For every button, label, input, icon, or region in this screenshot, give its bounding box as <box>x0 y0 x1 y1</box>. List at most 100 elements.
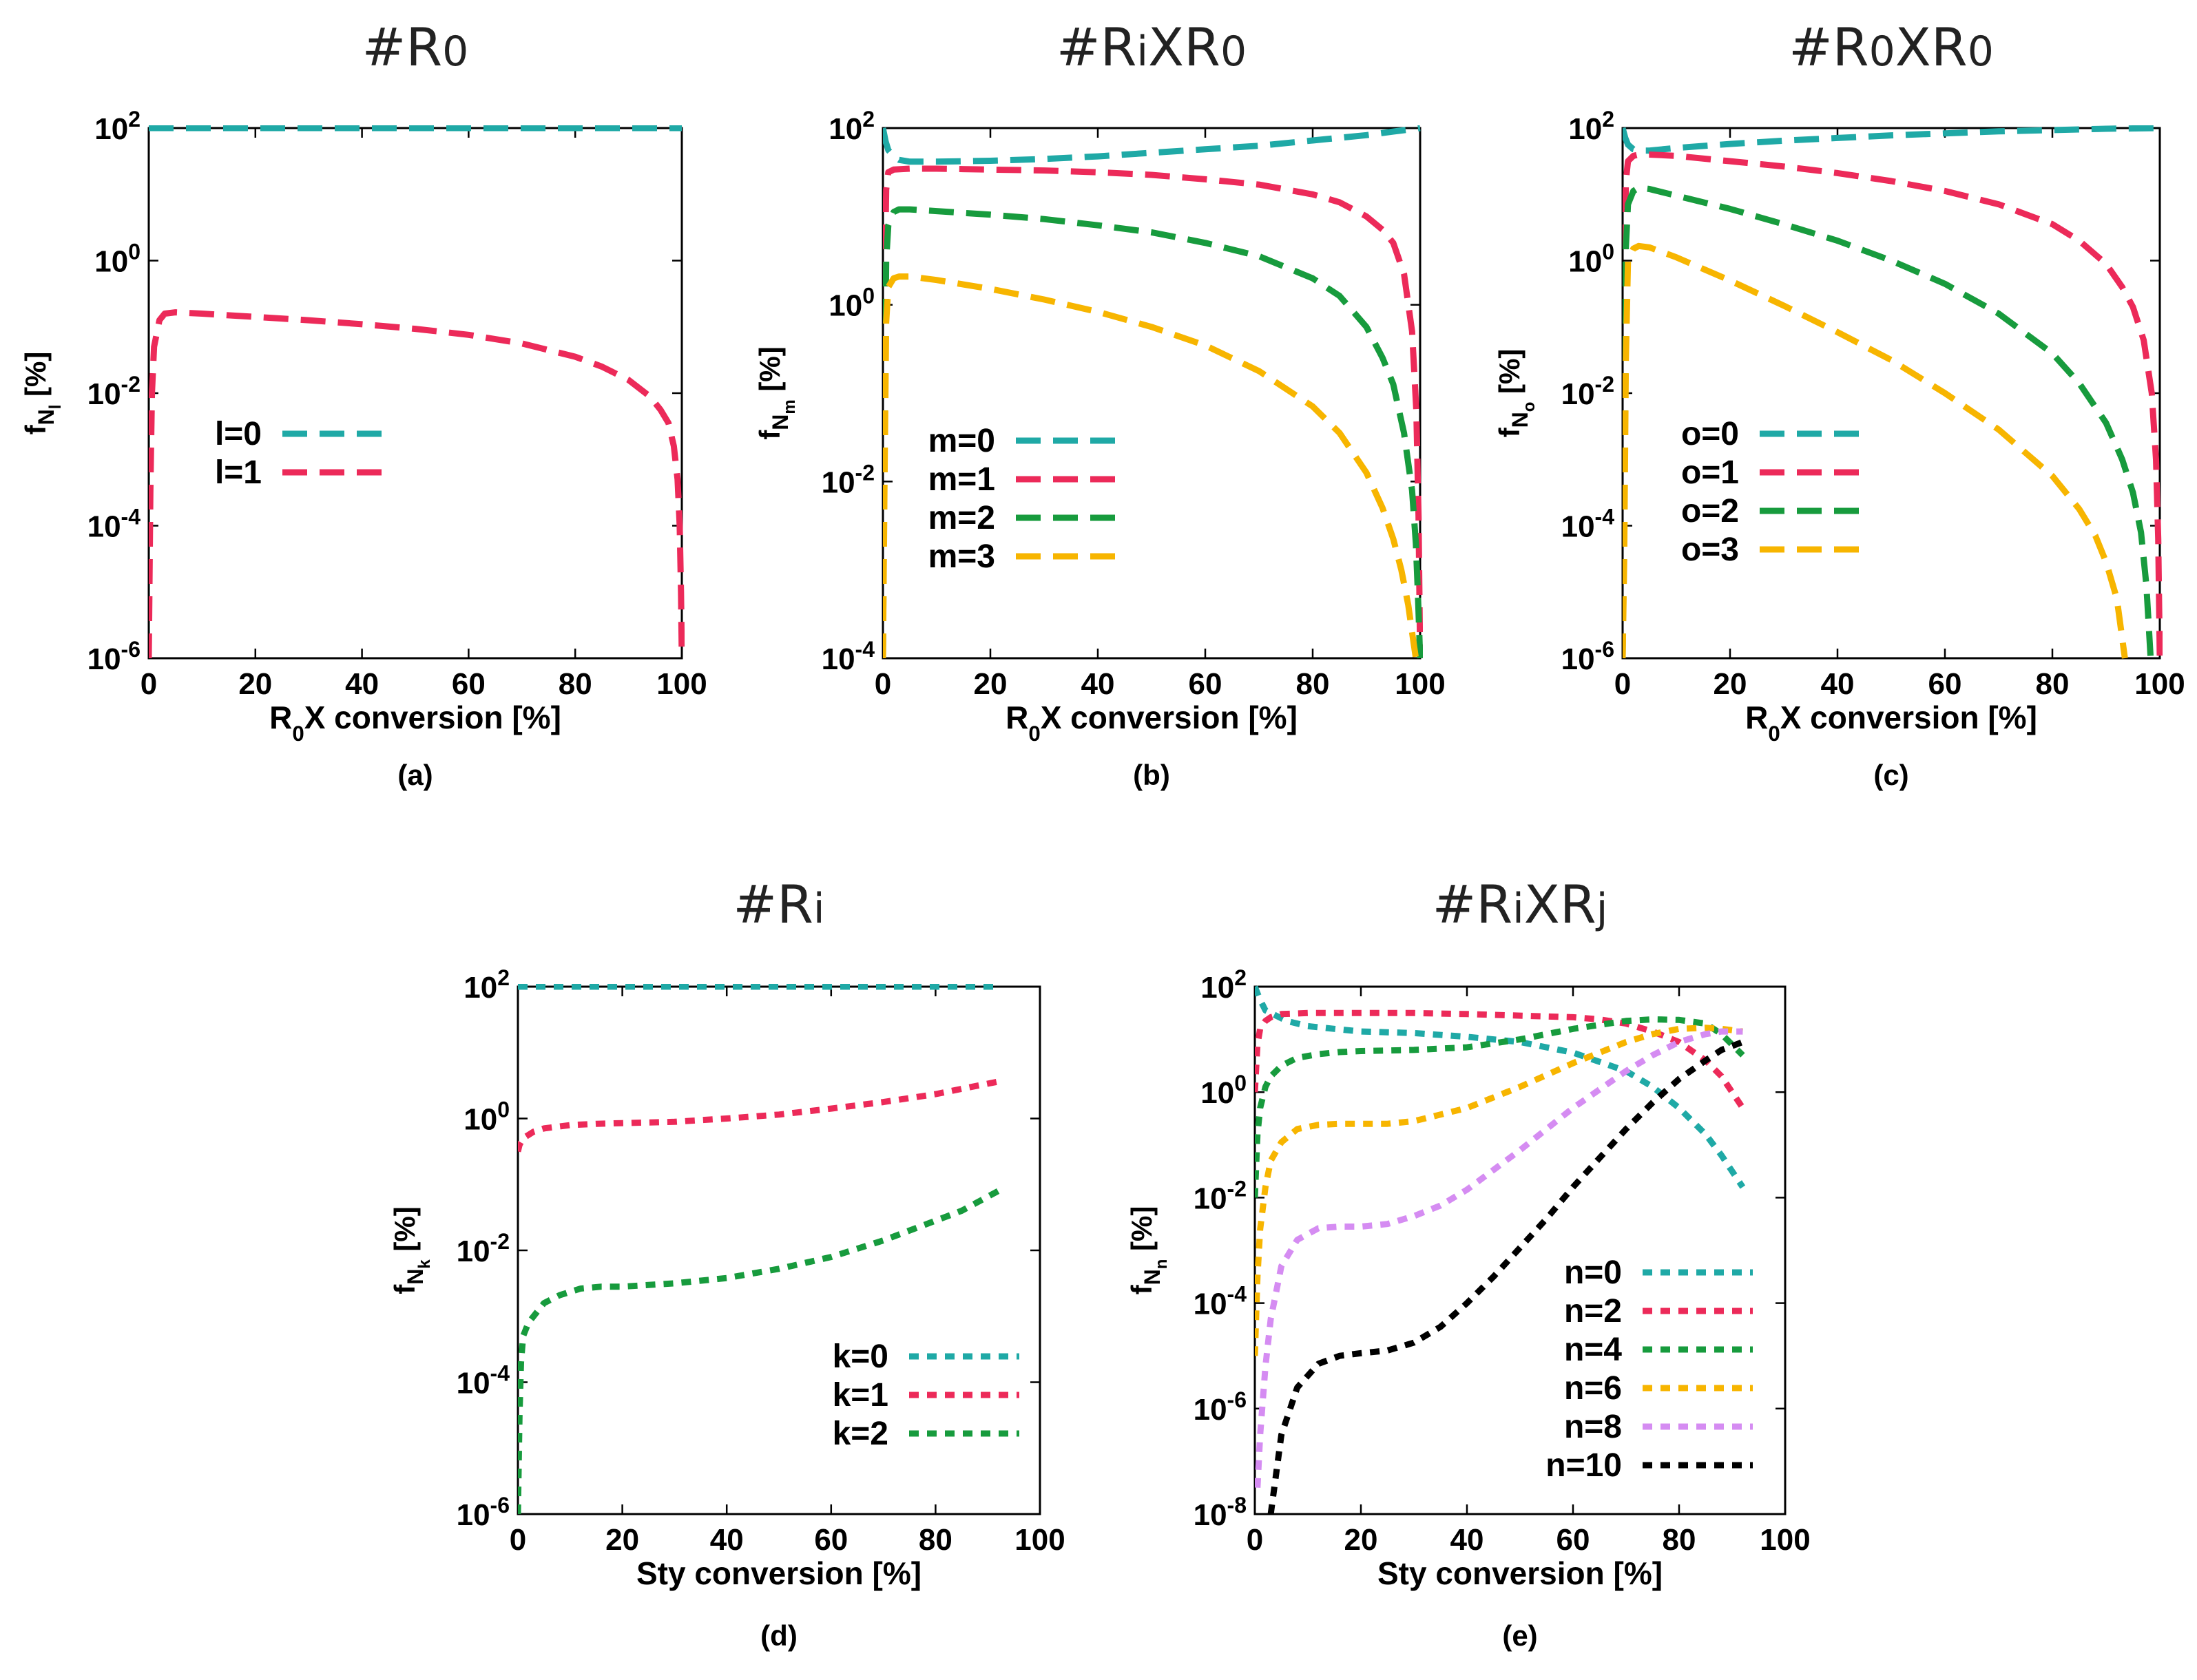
x-tick-label: 0 <box>875 667 891 701</box>
legend-label: l=1 <box>215 454 262 491</box>
series-line-m-3 <box>883 273 1419 659</box>
x-tick-label: 100 <box>656 667 707 701</box>
x-tick-label: 40 <box>710 1523 744 1557</box>
x-tick-label: 60 <box>1556 1523 1590 1557</box>
legend-label: o=1 <box>1681 454 1739 491</box>
chart-a: #R0 0 20 40 60 80 100 10-6 10-4 10-2 100 102 R0X con… <box>19 17 707 791</box>
x-tick-label: 20 <box>238 667 272 701</box>
chart-d: #Ri 0 20 40 60 80 100 10-6 10-4 10-2 100 102 Sty con… <box>388 874 1065 1652</box>
legend-label: m=1 <box>928 461 995 498</box>
chart-c: #R0XR0 0 20 40 60 80 100 10-6 10-4 10-2 100 102 R0X … <box>1493 17 2185 791</box>
chart-title: #R0 <box>362 17 469 78</box>
y-tick-label: 102 <box>1200 965 1247 1005</box>
y-tick-label: 10-2 <box>1561 372 1614 411</box>
y-tick-label: 10-6 <box>1561 637 1614 676</box>
legend-label: n=6 <box>1564 1370 1622 1407</box>
y-tick-label: 10-2 <box>457 1229 510 1268</box>
plot-frame <box>1253 985 1787 1515</box>
x-tick-label: 20 <box>605 1523 639 1557</box>
y-axis-label: fNn [%] <box>1125 1206 1171 1295</box>
chart-b: #RiXR0 0 20 40 60 80 100 10-4 10-2 100 102 R0X conv… <box>753 17 1446 791</box>
panel-caption: (e) <box>1502 1619 1537 1652</box>
x-tick-label: 20 <box>1344 1523 1378 1557</box>
x-tick-label: 60 <box>814 1523 848 1557</box>
y-tick-label: 10-2 <box>1194 1176 1247 1215</box>
x-axis-label: Sty conversion [%] <box>1377 1555 1663 1591</box>
plot-frame <box>1621 127 2161 660</box>
x-tick-label: 80 <box>2036 667 2070 701</box>
series-line-k-1 <box>518 1078 999 1153</box>
y-tick-label: 10-4 <box>1194 1282 1247 1321</box>
legend-label: k=1 <box>833 1377 888 1414</box>
series-line-k-2 <box>518 1188 1000 1515</box>
chart-e: #RiXRj 0 20 40 60 80 100 10-8 10-6 10-4 10-2 100 102… <box>1125 874 1811 1652</box>
x-tick-label: 100 <box>2134 667 2185 701</box>
x-tick-label: 80 <box>559 667 592 701</box>
y-axis-label: fNo [%] <box>1493 349 1539 438</box>
x-tick-label: 100 <box>1760 1523 1810 1557</box>
plot-frame <box>147 127 683 660</box>
x-tick-label: 60 <box>452 667 486 701</box>
y-tick-label: 10-6 <box>457 1493 510 1532</box>
x-tick-label: 100 <box>1014 1523 1065 1557</box>
series-line-n-2 <box>1255 1009 1746 1110</box>
y-tick-label: 100 <box>1200 1071 1247 1110</box>
legend-label: k=0 <box>833 1338 888 1375</box>
y-tick-label: 10-4 <box>87 505 141 544</box>
x-axis-label: R0X conversion [%] <box>269 700 561 746</box>
chart-title: #RiXR0 <box>1056 17 1247 78</box>
chart-title: #Ri <box>733 874 824 935</box>
y-tick-label: 102 <box>94 107 140 146</box>
y-tick-label: 10-4 <box>822 637 875 676</box>
legend-label: m=2 <box>928 500 995 536</box>
x-tick-label: 40 <box>345 667 379 701</box>
x-axis-label: R0X conversion [%] <box>1745 700 2037 746</box>
y-axis-label: fNl [%] <box>19 352 65 435</box>
panel-caption: (d) <box>760 1619 798 1652</box>
y-tick-label: 102 <box>464 965 510 1005</box>
x-tick-label: 80 <box>1663 1523 1696 1557</box>
series-line-n-10 <box>1267 1039 1744 1515</box>
series-line-n-8 <box>1255 1028 1743 1488</box>
panel-caption: (c) <box>1873 759 1908 791</box>
series-line-o-2 <box>1623 185 2154 659</box>
x-tick-label: 60 <box>1189 667 1222 701</box>
series-line-n-0 <box>1255 985 1746 1189</box>
legend-label: n=0 <box>1564 1254 1622 1291</box>
x-tick-label: 0 <box>1614 667 1631 701</box>
legend-label: n=2 <box>1564 1293 1622 1330</box>
x-tick-label: 20 <box>974 667 1008 701</box>
x-tick-label: 80 <box>919 1523 952 1557</box>
y-tick-label: 102 <box>1568 107 1614 146</box>
y-axis-label: fNm [%] <box>753 346 799 439</box>
y-tick-label: 10-4 <box>457 1361 510 1400</box>
x-tick-label: 0 <box>510 1523 526 1557</box>
x-tick-label: 80 <box>1296 667 1330 701</box>
series-line-m-0 <box>883 125 1421 165</box>
x-tick-label: 40 <box>1081 667 1115 701</box>
legend-label: o=3 <box>1681 532 1739 568</box>
series-line-n-4 <box>1255 1016 1745 1198</box>
series-line-m-1 <box>883 165 1423 659</box>
x-axis-label: Sty conversion [%] <box>636 1555 922 1591</box>
y-tick-label: 10-6 <box>1194 1387 1247 1427</box>
y-tick-label: 100 <box>829 284 875 323</box>
legend-label: k=2 <box>833 1416 888 1452</box>
x-tick-label: 0 <box>1247 1523 1263 1557</box>
y-tick-label: 10-8 <box>1194 1493 1247 1532</box>
y-axis-label: fNk [%] <box>388 1206 434 1294</box>
legend-label: m=3 <box>928 538 995 575</box>
y-tick-label: 102 <box>829 107 875 146</box>
panel-caption: (a) <box>397 759 433 791</box>
x-tick-label: 20 <box>1714 667 1747 701</box>
plot-frame <box>882 127 1422 660</box>
x-tick-label: 0 <box>140 667 157 701</box>
x-tick-label: 60 <box>1928 667 1962 701</box>
series-line-n-6 <box>1255 1025 1743 1356</box>
x-tick-label: 100 <box>1395 667 1445 701</box>
y-tick-label: 100 <box>1568 240 1614 279</box>
x-tick-label: 40 <box>1821 667 1855 701</box>
chart-title: #RiXRj <box>1433 874 1608 935</box>
legend-label: n=10 <box>1545 1447 1622 1484</box>
